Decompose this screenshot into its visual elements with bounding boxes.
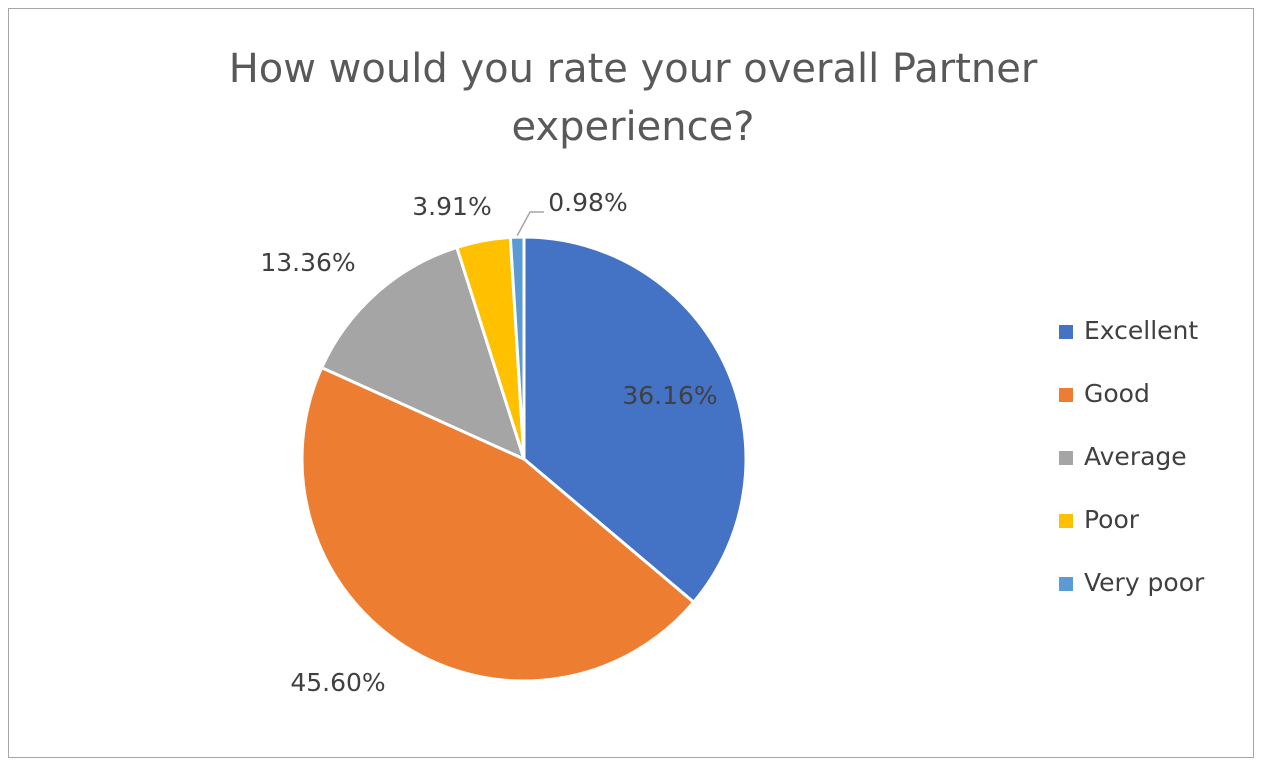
- data-label: 13.36%: [260, 248, 355, 277]
- chart-frame: [8, 8, 1254, 758]
- data-label: 0.98%: [548, 188, 627, 217]
- legend-swatch: [1059, 325, 1073, 339]
- chart-title: How would you rate your overall Partner …: [228, 46, 1038, 150]
- legend-label: Excellent: [1084, 316, 1198, 345]
- legend-label: Average: [1084, 442, 1187, 471]
- pie-slice: [522, 235, 748, 605]
- pie-slice: [508, 235, 526, 460]
- data-label: 36.16%: [622, 381, 717, 410]
- legend-swatch: [1059, 577, 1073, 591]
- legend-label: Poor: [1084, 505, 1140, 534]
- legend-label: Good: [1084, 379, 1150, 408]
- legend-label: Very poor: [1084, 568, 1205, 597]
- data-label: 3.91%: [412, 192, 491, 221]
- legend-swatch: [1059, 388, 1073, 402]
- leader-line: [516, 211, 544, 237]
- legend-swatch: [1059, 514, 1073, 528]
- pie-slice: [300, 365, 696, 683]
- data-label: 45.60%: [290, 668, 385, 697]
- legend-swatch: [1059, 451, 1073, 465]
